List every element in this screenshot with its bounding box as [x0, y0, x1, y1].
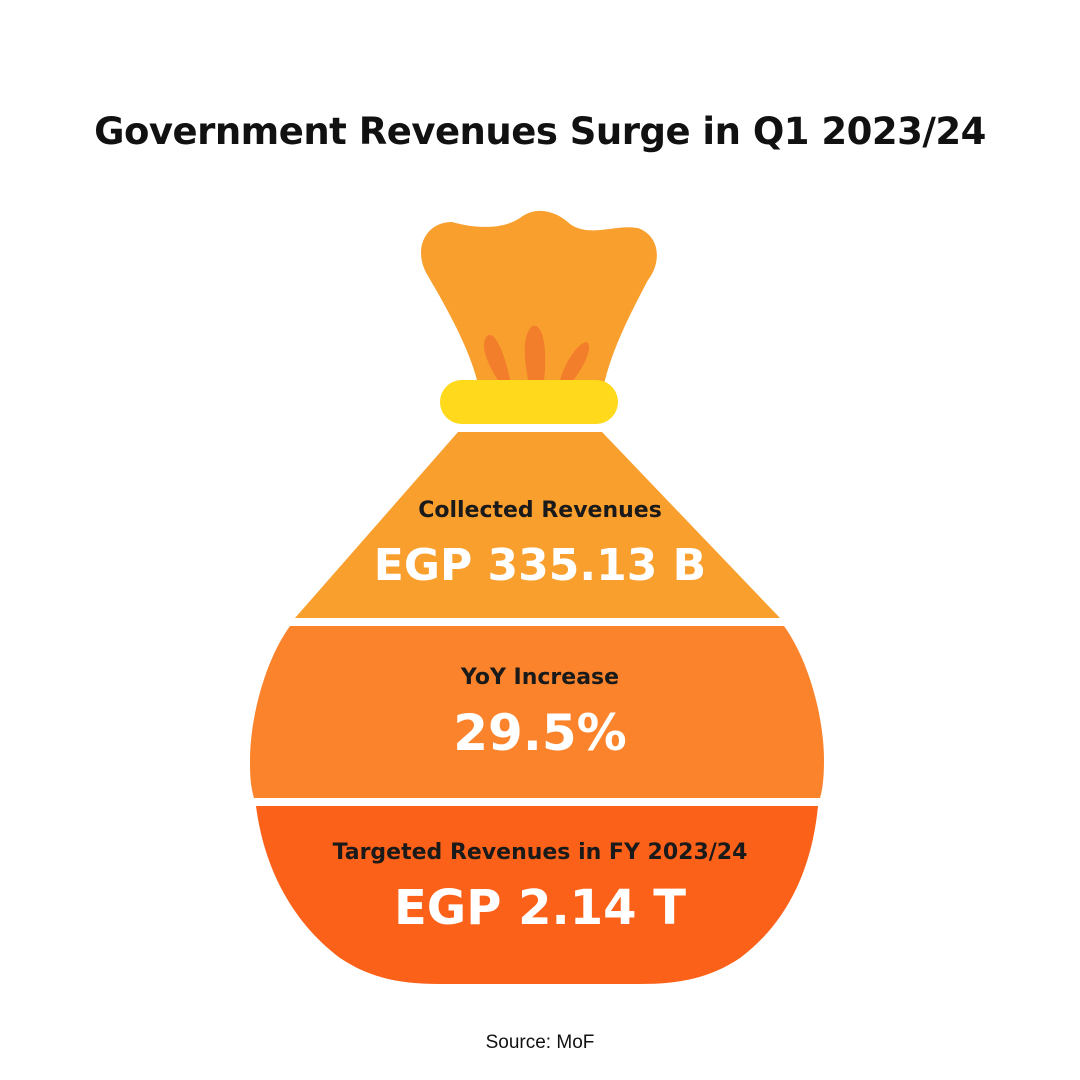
targeted-revenues-label: Targeted Revenues in FY 2023/24 [332, 840, 748, 865]
collected-revenues-label: Collected Revenues [418, 498, 662, 523]
bag-fold-center [524, 325, 546, 380]
targeted-revenues-value: EGP 2.14 T [394, 880, 686, 936]
bag-segment-bottom [256, 806, 818, 984]
yoy-increase-label: YoY Increase [460, 665, 620, 690]
collected-revenues-value: EGP 335.13 B [373, 540, 707, 591]
bag-segment-top [295, 432, 780, 618]
bag-fold-right [560, 342, 590, 382]
source-note: Source: MoF [485, 1032, 595, 1053]
page-title: Government Revenues Surge in Q1 2023/24 [94, 110, 986, 153]
bag-tie-band [440, 380, 618, 424]
bag-fold-left [484, 334, 510, 380]
bag-neck [421, 210, 657, 384]
yoy-increase-value: 29.5% [453, 704, 627, 762]
bag-segment-middle [250, 626, 824, 798]
